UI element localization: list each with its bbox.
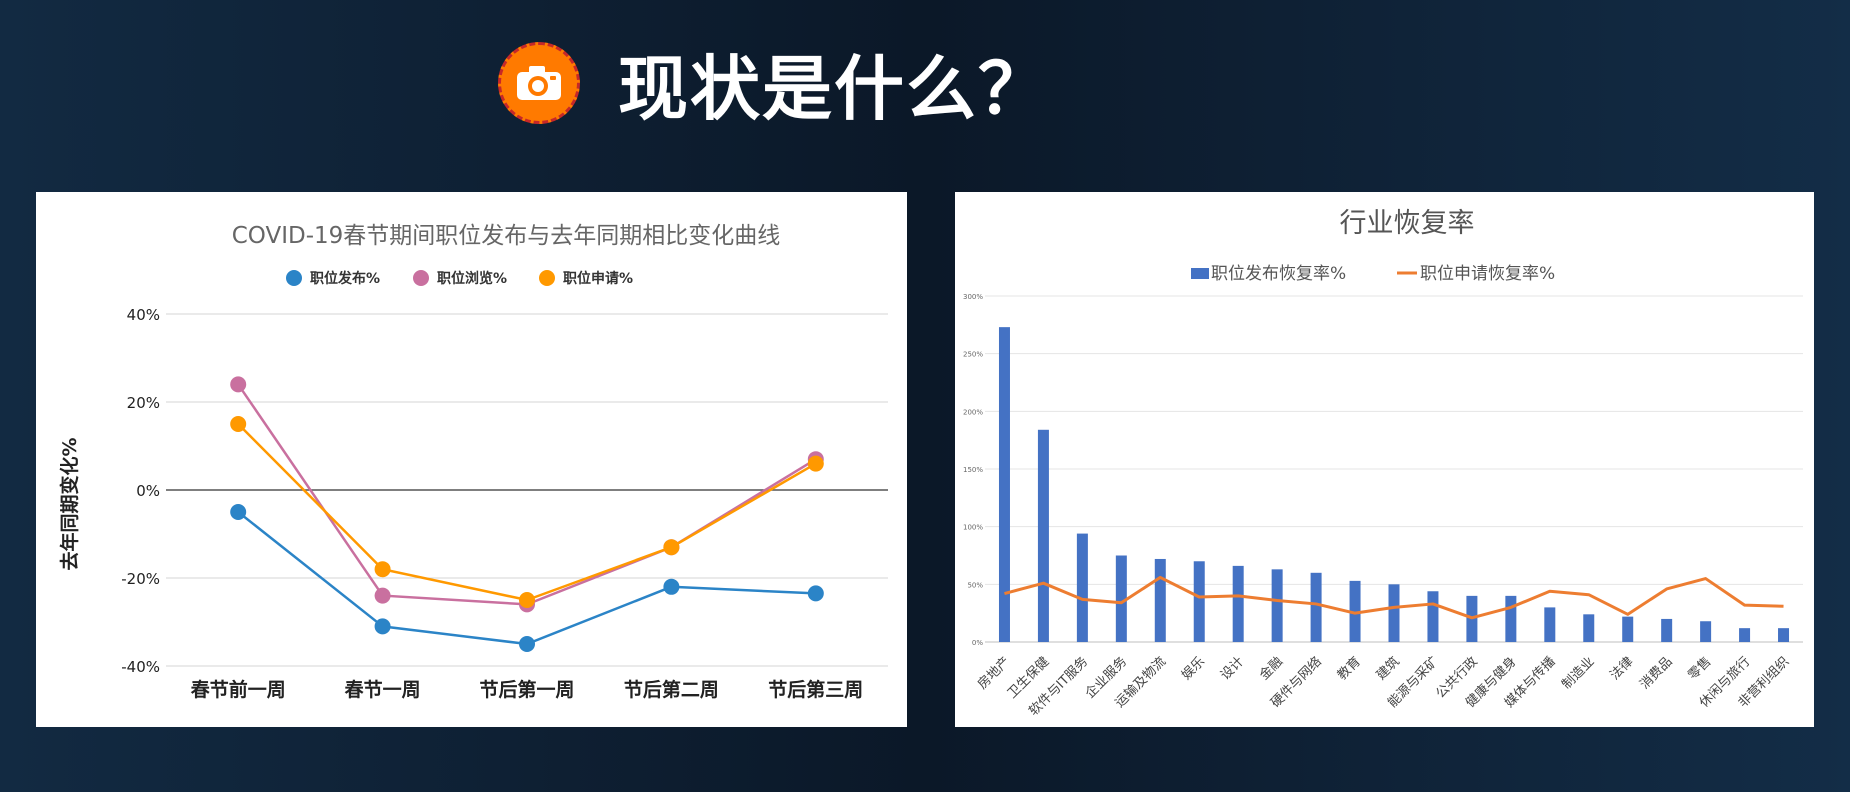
data-point <box>230 376 247 393</box>
chart-title: COVID-19春节期间职位发布与去年同期相比变化曲线 <box>232 223 781 249</box>
data-point <box>230 416 247 432</box>
data-point <box>807 585 824 602</box>
legend-marker <box>286 270 302 286</box>
bar <box>1700 621 1712 642</box>
x-tick-label: 春节一周 <box>345 678 421 701</box>
x-tick-label: 房地产 <box>974 654 1013 693</box>
bar <box>1388 584 1400 642</box>
x-tick-label: 节后第二周 <box>624 678 719 701</box>
title-bar: 现状是什么？ <box>498 38 1050 130</box>
bar <box>1154 558 1166 642</box>
data-point <box>374 561 391 578</box>
job-postings-change-chart-panel: COVID-19春节期间职位发布与去年同期相比变化曲线 去年同期变化% 职位发布… <box>36 192 907 727</box>
y-tick-label: 50% <box>967 581 983 589</box>
bar <box>1778 628 1790 642</box>
bar <box>998 327 1010 642</box>
legend-label: 职位申请% <box>563 270 633 287</box>
bar <box>1505 595 1517 642</box>
y-tick-label: 200% <box>963 408 983 416</box>
bar <box>1076 533 1088 642</box>
bar <box>1427 591 1439 642</box>
series-line <box>1004 575 1784 620</box>
x-tick-label: 教育 <box>1334 654 1364 684</box>
y-tick-label: 20% <box>127 394 160 412</box>
data-point <box>519 592 535 608</box>
y-tick-label: 250% <box>963 351 983 359</box>
x-tick-label: 制造业 <box>1559 654 1597 692</box>
data-point <box>230 504 247 520</box>
legend-label: 职位发布恢复率% <box>1211 264 1346 284</box>
legend-marker <box>413 270 429 286</box>
data-point <box>807 455 824 472</box>
x-tick-label: 法律 <box>1608 654 1637 683</box>
x-tick-label: 建筑 <box>1373 654 1403 684</box>
chart-title: 行业恢复率 <box>1340 208 1475 239</box>
bar <box>1349 580 1361 642</box>
legend-label: 职位申请恢复率% <box>1420 264 1555 284</box>
series-line <box>237 383 817 606</box>
data-point <box>374 618 391 635</box>
bar <box>1544 607 1556 642</box>
job-postings-change-chart: COVID-19春节期间职位发布与去年同期相比变化曲线 去年同期变化% 职位发布… <box>58 223 888 701</box>
x-tick-label: 春节前一周 <box>191 678 286 701</box>
x-tick-label: 娱乐 <box>1179 654 1208 683</box>
y-tick-label: -20% <box>121 570 160 588</box>
x-tick-label: 消费品 <box>1637 654 1675 692</box>
legend-label: 职位浏览% <box>437 270 507 287</box>
y-tick-label: 150% <box>963 466 983 474</box>
y-tick-label: 300% <box>963 293 983 301</box>
legend-label: 职位发布% <box>310 270 380 287</box>
bar <box>1115 555 1127 642</box>
y-tick-label: -40% <box>121 658 160 676</box>
bar <box>1193 561 1205 642</box>
bar <box>1232 565 1244 642</box>
y-tick-label: 0% <box>136 482 160 500</box>
bar <box>1583 614 1595 642</box>
camera-badge <box>498 42 580 124</box>
data-point <box>374 587 391 604</box>
legend-marker <box>1191 268 1209 279</box>
y-tick-label: 40% <box>127 306 160 324</box>
x-tick-label: 设计 <box>1218 654 1247 683</box>
camera-icon <box>517 66 561 100</box>
y-tick-label: 100% <box>963 524 983 532</box>
data-point <box>663 539 680 556</box>
legend-marker <box>539 270 555 286</box>
y-axis-label: 去年同期变化% <box>58 437 81 570</box>
page-title: 现状是什么？ <box>618 47 1050 130</box>
x-tick-label: 节后第三周 <box>768 678 863 701</box>
bar <box>1271 569 1283 642</box>
bar <box>1037 429 1049 642</box>
x-tick-label: 金融 <box>1256 654 1286 684</box>
bar <box>1661 618 1673 642</box>
industry-recovery-chart-panel: 行业恢复率 职位发布恢复率% 职位申请恢复率% 0% 50% 100% 150% 200% 2… <box>955 192 1814 727</box>
bar <box>1622 616 1634 642</box>
y-tick-label: 0% <box>972 639 983 647</box>
x-tick-label: 节后第一周 <box>479 678 574 701</box>
x-tick-label: 零售 <box>1685 654 1715 684</box>
industry-recovery-chart: 行业恢复率 职位发布恢复率% 职位申请恢复率% 0% 50% 100% 150% 200% 2… <box>963 208 1803 719</box>
data-point <box>519 636 535 652</box>
bar <box>1310 572 1322 642</box>
bar <box>1739 628 1751 642</box>
data-point <box>663 578 680 595</box>
